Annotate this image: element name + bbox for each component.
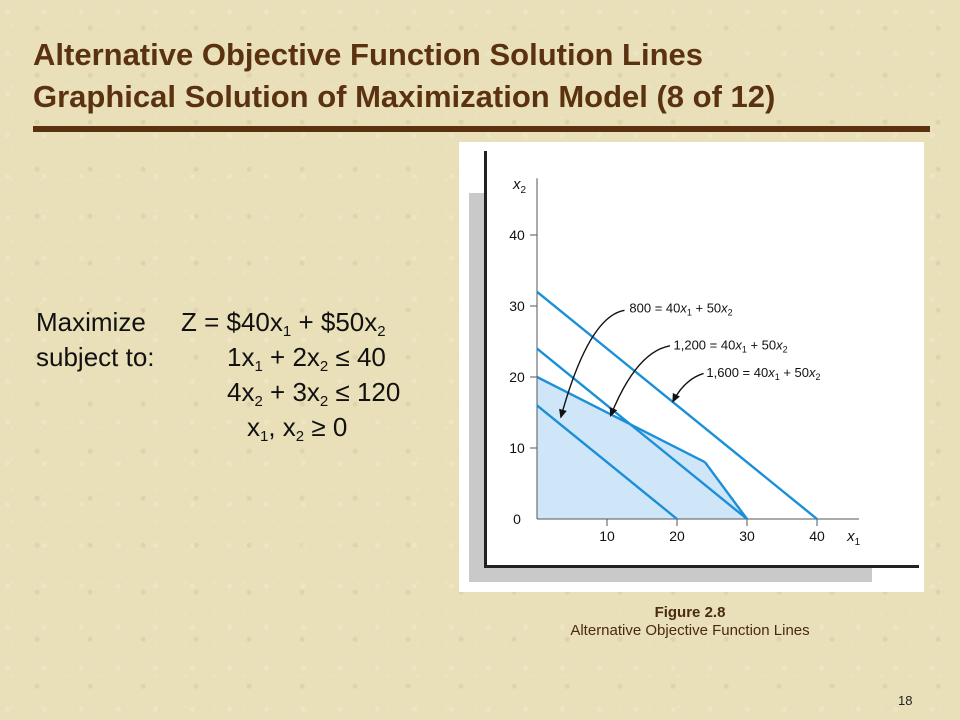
y-tick-label: 0 — [513, 511, 521, 527]
title-line-1: Alternative Objective Function Solution … — [33, 37, 704, 72]
constraint-line — [536, 375, 706, 464]
y-tick-label: 10 — [509, 440, 525, 456]
constraint-line — [704, 461, 748, 520]
annotation-label: 800 = 40x1 + 50x2 — [629, 300, 732, 317]
feasible-region — [537, 377, 747, 519]
slide-title: Alternative Objective Function Solution … — [33, 34, 933, 118]
objective-function: Z = $40x1 + $50x2 — [181, 307, 386, 340]
figure-number: Figure 2.8 — [654, 604, 726, 621]
x-tick-label: 10 — [599, 528, 615, 544]
nonnegativity-constraint: x1, x2 ≥ 0 — [247, 412, 348, 445]
objective-lines-chart: 0 10 20 30 40 10 20 30 40 x2 x1 800 = 40x1 + 50x2 1,… — [509, 176, 861, 548]
y-tick-label: 30 — [509, 298, 525, 314]
y-axis-label: x2 — [512, 176, 527, 196]
subject-to-label: subject to: — [36, 342, 155, 372]
x-tick-label: 30 — [739, 528, 755, 544]
figure-caption-text: Alternative Objective Function Lines — [570, 622, 810, 639]
x-tick-label: 20 — [669, 528, 685, 544]
x-axis-label: x1 — [846, 528, 861, 548]
annotation-label: 1,600 = 40x1 + 50x2 — [706, 365, 820, 382]
annotation-label: 1,200 = 40x1 + 50x2 — [674, 337, 788, 354]
title-line-2: Graphical Solution of Maximization Model… — [33, 79, 776, 114]
figure-caption: Figure 2.8 Alternative Objective Functio… — [520, 604, 860, 640]
objective-line — [536, 404, 678, 520]
constraint-1: 1x1 + 2x2 ≤ 40 — [227, 342, 386, 375]
y-tick-label: 40 — [509, 227, 525, 243]
x-tick-label: 40 — [809, 528, 825, 544]
constraint-2: 4x2 + 3x2 ≤ 120 — [227, 377, 401, 410]
title-divider — [33, 126, 930, 132]
objective-line — [536, 290, 818, 520]
annotation-arrow — [672, 372, 704, 403]
maximize-label: Maximize — [36, 307, 146, 337]
objective-line — [536, 347, 748, 520]
annotation-arrow — [559, 309, 625, 419]
page-number: 18 — [898, 693, 913, 708]
annotation-arrow — [609, 345, 671, 417]
y-tick-label: 20 — [509, 369, 525, 385]
